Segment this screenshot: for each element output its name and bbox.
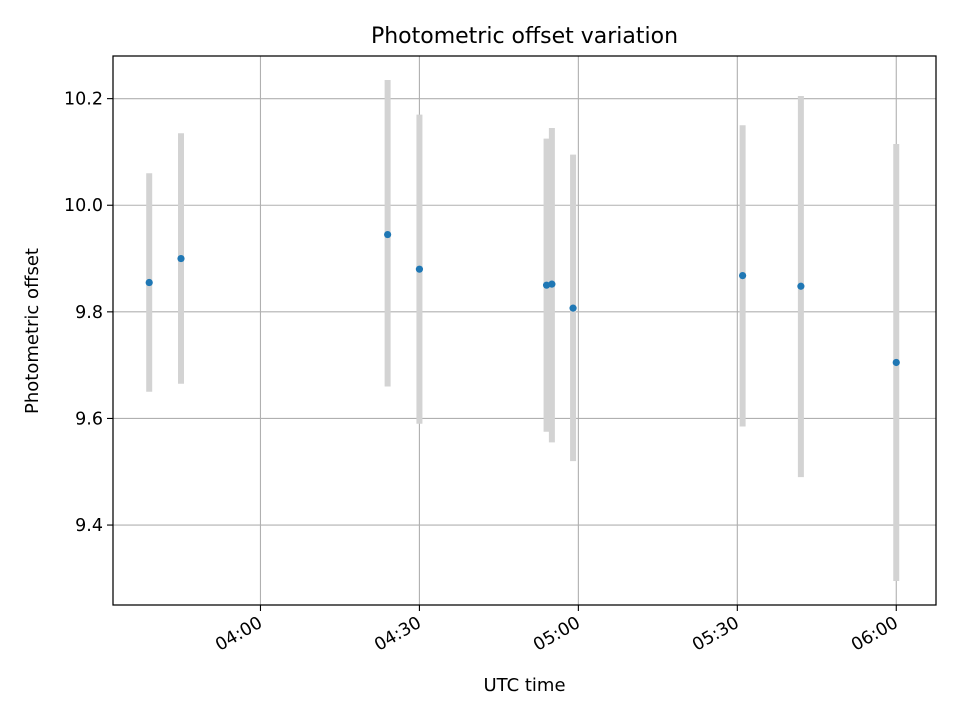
y-tick-label: 9.6 [75,409,103,429]
data-point [739,272,747,280]
y-tick-label: 10.0 [64,196,103,216]
data-points [145,230,900,367]
y-tick-label: 9.4 [75,516,103,536]
data-point [892,358,900,367]
data-point [415,265,424,273]
plot-frame [112,55,937,606]
data-point [548,280,556,288]
data-point [177,254,185,263]
y-tick-label: 9.8 [75,303,103,323]
data-point [384,230,392,239]
y-axis-ticks: 9.4 9.6 9.8 10.0 10.2 [64,90,113,536]
x-axis-label: UTC time [483,675,565,696]
y-axis-label: Photometric offset [22,248,43,414]
y-tick-label: 10.2 [64,90,103,110]
data-point [797,282,805,290]
data-point [569,304,577,312]
chart-title: Photometric offset variation [371,24,678,49]
data-point [145,278,153,287]
